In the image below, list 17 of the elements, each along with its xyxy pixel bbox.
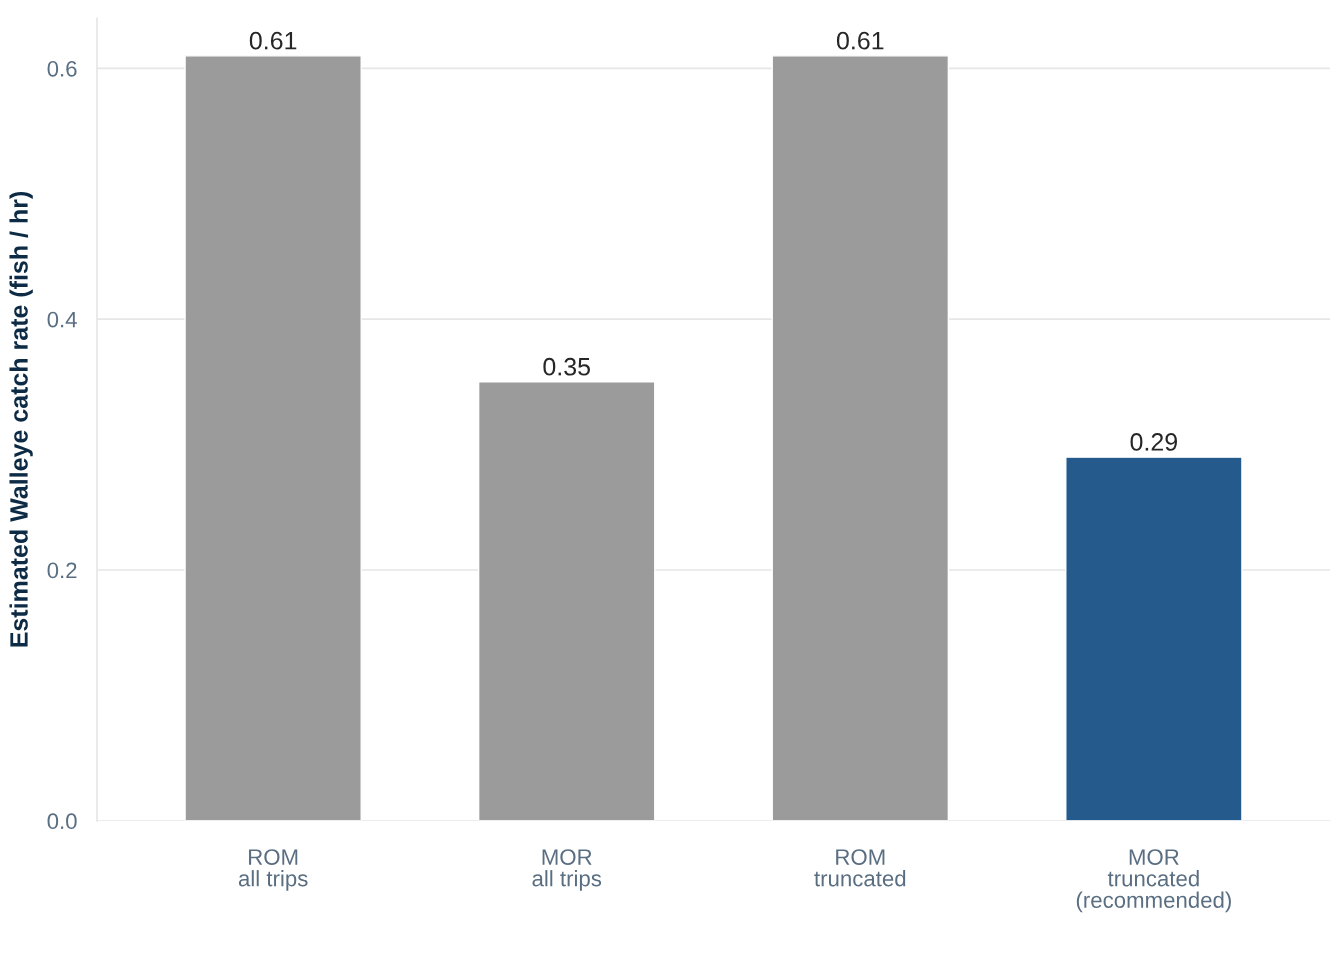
bar <box>477 381 656 821</box>
x-tick-label: MOR all trips <box>532 849 602 891</box>
x-tick-label: ROM all trips <box>238 849 308 891</box>
x-tick-label: ROM truncated <box>814 849 906 887</box>
data-label: 0.61 <box>249 31 297 50</box>
bar <box>184 55 362 821</box>
y-tick-label: 0.2 <box>47 562 77 579</box>
y-tick-label: 0.0 <box>47 813 77 830</box>
bar <box>1065 456 1243 821</box>
data-label: 0.61 <box>836 31 884 50</box>
y-tick-label: 0.4 <box>47 311 77 328</box>
y-axis-title: Estimated Walleye catch rate (fish / hr) <box>9 191 33 647</box>
data-label: 0.35 <box>543 357 590 376</box>
x-tick-label: MOR truncated (recommended) <box>1076 849 1231 913</box>
bar <box>771 55 950 821</box>
y-tick-label: 0.6 <box>47 60 77 77</box>
data-label: 0.29 <box>1130 433 1177 451</box>
